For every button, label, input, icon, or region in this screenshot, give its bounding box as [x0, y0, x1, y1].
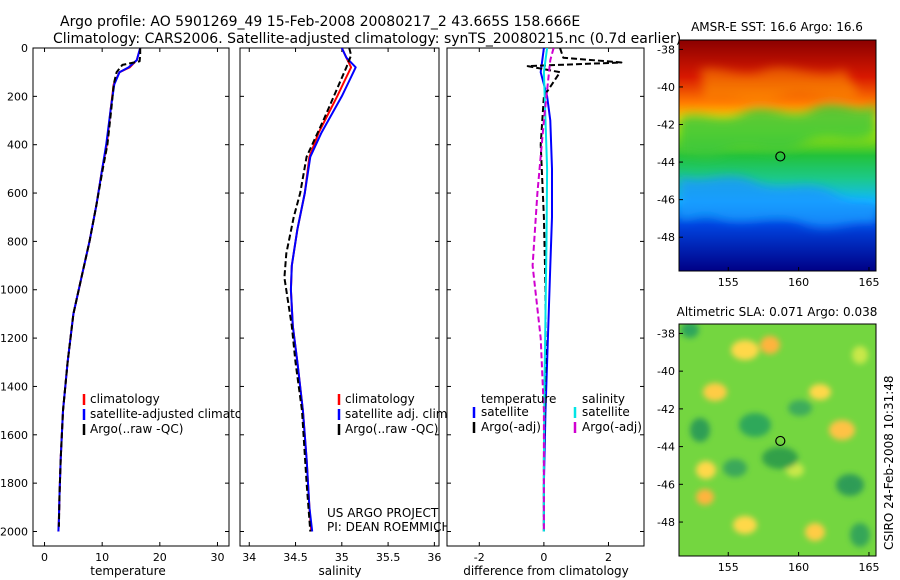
y-tick-label: 1600 [0, 429, 28, 442]
y-tick-label: -46 [657, 194, 675, 207]
temperature-panel: 0 10 20 30 0 200 400 600 800 1000 1200 1400 1600 1800… [0, 42, 268, 578]
y-tick-label: 1000 [0, 284, 28, 297]
figure-title-line1: Argo profile: AO 5901269_49 15-Feb-2008 … [60, 14, 580, 30]
sla-field [679, 324, 876, 556]
y-tick-label: -48 [657, 231, 675, 244]
sst-map-frame [678, 39, 877, 272]
legend-label-temp-argo: Argo(-adj) [481, 420, 541, 434]
difference-series [526, 48, 623, 532]
series-line-argo-raw-qc- [283, 48, 353, 532]
legend-label-climatology: climatology [90, 392, 160, 406]
y-tick-label: -44 [657, 441, 675, 454]
x-tick-label: 160 [788, 561, 809, 574]
legend-label-argo: Argo(..raw -QC) [345, 422, 438, 436]
project-note-line1: US ARGO PROJECT [327, 506, 439, 520]
salinity-series [283, 48, 357, 532]
x-tick-label: 160 [788, 276, 809, 289]
argo-float-marker [775, 151, 786, 162]
legend-label-temp-satellite: satellite [481, 405, 529, 419]
sst-map-panel: AMSR-E SST: 16.6 Argo: 16.6 155 160 165 -38… [657, 20, 879, 289]
temperature-axis-ticks: 0 10 20 30 0 200 400 600 800 1000 1200 1400 1600 1800… [0, 42, 229, 564]
sst-map-title: AMSR-E SST: 16.6 Argo: 16.6 [691, 20, 863, 34]
legend-heading-salinity: salinity [582, 392, 625, 406]
x-tick-label: 2 [605, 551, 612, 564]
difference-axis-ticks: -2 0 2 [447, 47, 644, 564]
legend-label-sal-satellite: satellite [582, 405, 630, 419]
x-tick-label: 155 [718, 561, 739, 574]
sla-map-panel: Altimetric SLA: 0.071 Argo: 0.038 [657, 305, 879, 574]
y-tick-label: 800 [7, 235, 28, 248]
legend-heading-temperature: temperature [481, 392, 556, 406]
y-tick-label: 600 [7, 187, 28, 200]
difference-panel: -2 0 2 difference from climatology tempera… [446, 47, 645, 578]
y-tick-label: -40 [657, 81, 675, 94]
salinity-xlabel: salinity [318, 564, 361, 578]
y-tick-label: 1200 [0, 332, 28, 345]
x-tick-label: 34.5 [283, 551, 308, 564]
salinity-legend: climatology satellite adj. clim. Argo(..… [337, 392, 451, 436]
y-tick-label: 400 [7, 139, 28, 152]
y-tick-label: -38 [657, 43, 675, 56]
x-tick-label: 30 [210, 551, 224, 564]
y-tick-label: -38 [657, 327, 675, 340]
temperature-series [57, 48, 142, 532]
salinity-panel: 34 34.5 35 35.5 36 salinity climatology sate… [239, 47, 451, 578]
x-tick-label: 10 [95, 551, 109, 564]
y-tick-label: -42 [657, 403, 675, 416]
y-tick-label: -46 [657, 478, 675, 491]
difference-xlabel: difference from climatology [463, 564, 629, 578]
y-tick-label: 1400 [0, 380, 28, 393]
temperature-axes-box [32, 47, 230, 547]
legend-label-sal-argo: Argo(-adj) [582, 420, 642, 434]
temperature-xlabel: temperature [90, 564, 165, 578]
y-tick-label: 2000 [0, 525, 28, 538]
argo-float-marker [775, 435, 786, 447]
sst-map-ticks: 155 160 165 -38 -40 -42 -44 -46 -48 [657, 43, 879, 289]
x-tick-label: 165 [858, 276, 879, 289]
legend-label-argo: Argo(..raw -QC) [90, 422, 183, 436]
y-tick-label: -42 [657, 119, 675, 132]
legend-label-climatology: climatology [345, 392, 415, 406]
salinity-axis-ticks: 34 34.5 35 35.5 36 [240, 47, 441, 564]
y-tick-label: -40 [657, 365, 675, 378]
sst-field [679, 40, 876, 271]
sla-map-frame [678, 323, 877, 557]
x-tick-label: 36 [427, 551, 441, 564]
y-tick-label: 0 [21, 42, 28, 55]
x-tick-label: 165 [858, 561, 879, 574]
y-tick-label: 200 [7, 90, 28, 103]
x-tick-label: 35.5 [376, 551, 401, 564]
csiro-timestamp: CSIRO 24-Feb-2008 10:31:48 [882, 375, 896, 550]
figure-title-line2: Climatology: CARS2006. Satellite-adjuste… [53, 31, 681, 47]
x-tick-label: 35 [335, 551, 349, 564]
x-tick-label: 0 [41, 551, 48, 564]
legend-label-satellite: satellite-adjusted climatology [90, 407, 268, 421]
series-line-salinity-argo-adj- [531, 48, 555, 532]
legend-label-satellite: satellite adj. clim. [345, 407, 451, 421]
sla-map-ticks: 155 160 165 -38 -40 -42 -44 -46 -48 [657, 327, 879, 574]
x-tick-label: 155 [718, 276, 739, 289]
x-tick-label: 20 [153, 551, 167, 564]
y-tick-label: -48 [657, 516, 675, 529]
y-tick-label: -44 [657, 156, 675, 169]
salinity-axes-box [239, 47, 440, 547]
x-tick-label: -2 [474, 551, 485, 564]
y-tick-label: 1800 [0, 477, 28, 490]
x-tick-label: 34 [242, 551, 256, 564]
x-tick-label: 0 [540, 551, 547, 564]
series-line-argo-raw-qc- [57, 48, 142, 527]
difference-legend: temperature salinity satellite Argo(-adj… [472, 392, 642, 434]
series-line-satellite-adj-clim- [289, 48, 357, 532]
project-note-line2: PI: DEAN ROEMMICH [327, 520, 450, 534]
temperature-legend: climatology satellite-adjusted climatolo… [82, 392, 268, 436]
sla-map-title: Altimetric SLA: 0.071 Argo: 0.038 [677, 305, 878, 319]
